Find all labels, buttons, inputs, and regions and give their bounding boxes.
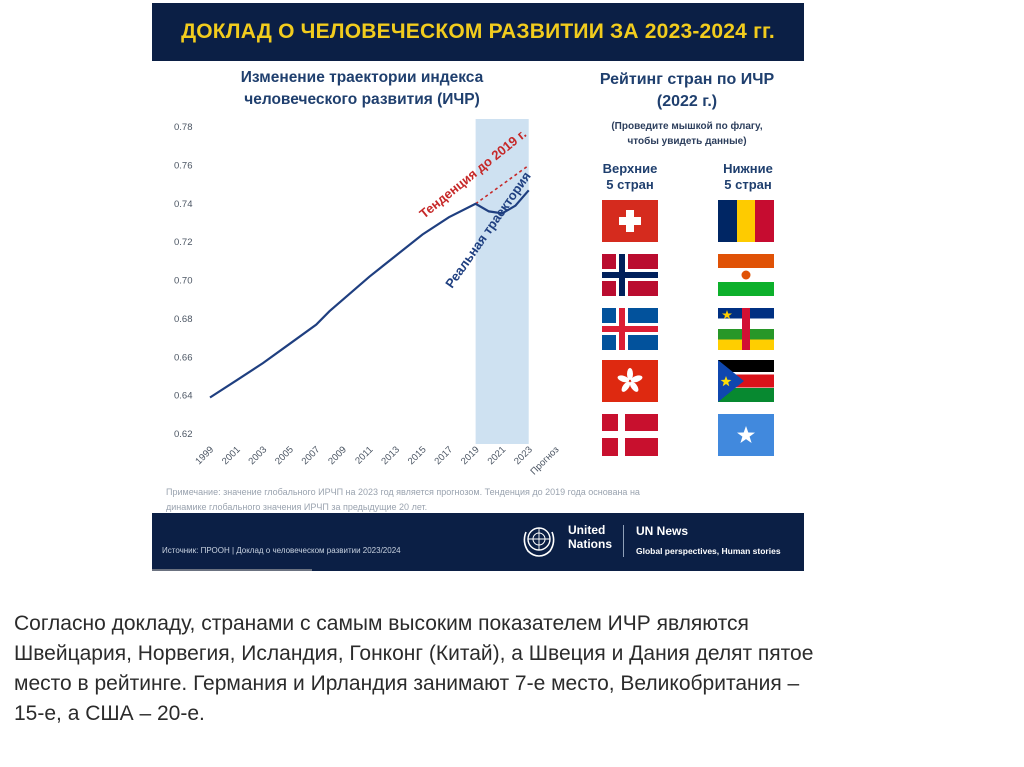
x-tick-label: 2007 — [300, 444, 323, 467]
un-name-line1: United — [568, 523, 606, 537]
south-sudan-flag[interactable] — [718, 360, 774, 402]
caption-line2: Швейцария, Норвегия, Исландия, Гонконг (… — [14, 642, 814, 665]
x-tick-label: Прогноз — [528, 444, 561, 477]
chart-title-line2: человеческого развития (ИЧР) — [244, 91, 480, 108]
bottom-heading-line1: Нижние — [723, 161, 773, 176]
y-tick-label: 0.72 — [174, 237, 193, 248]
y-tick-label: 0.64 — [174, 391, 193, 402]
banner-title: ДОКЛАД О ЧЕЛОВЕЧЕСКОМ РАЗВИТИИ ЗА 2023-2… — [181, 20, 775, 43]
caption-line3: место в рейтинге. Германия и Ирландия за… — [14, 672, 800, 695]
un-name-line2: Nations — [568, 537, 613, 551]
note-line2: динамике глобального значения ИРЧП за пр… — [166, 502, 428, 512]
footer-accent-line — [152, 569, 312, 571]
chart-title: Изменение траектории индекса человеческо… — [212, 67, 512, 111]
actual-series-line — [209, 189, 530, 399]
caption-text: Согласно докладу, странами с самым высок… — [14, 609, 1014, 729]
title-banner: ДОКЛАД О ЧЕЛОВЕЧЕСКОМ РАЗВИТИИ ЗА 2023-2… — [152, 3, 804, 61]
y-tick-label: 0.66 — [174, 352, 193, 363]
bottom-heading-line2: 5 стран — [724, 177, 772, 192]
niger-flag[interactable] — [718, 254, 774, 296]
x-tick-label: 2017 — [432, 444, 455, 467]
un-name: United Nations — [568, 523, 638, 551]
x-tick-label: 2003 — [247, 444, 270, 467]
forecast-highlight-band — [475, 119, 529, 444]
trend-series-line — [475, 164, 530, 205]
ranking-subtitle-line1: (Проведите мышкой по флагу, — [611, 121, 763, 132]
un-emblem-icon — [523, 527, 555, 557]
x-tick-label: 2021 — [486, 444, 509, 467]
chad-flag[interactable] — [718, 200, 774, 242]
un-news-tagline: Global perspectives, Human stories — [636, 546, 781, 556]
iceland-flag[interactable] — [602, 308, 658, 350]
x-tick-label: 2005 — [273, 444, 296, 467]
top-countries-heading: Верхние 5 стран — [588, 161, 672, 193]
x-tick-label: 2011 — [353, 444, 375, 466]
switzerland-flag[interactable] — [602, 200, 658, 242]
chart-note: Примечание: значение глобального ИРЧП на… — [166, 485, 766, 515]
x-tick-label: 2009 — [326, 444, 349, 467]
un-news-label: UN News — [636, 524, 689, 538]
denmark-flag[interactable] — [602, 414, 658, 456]
bottom-countries-heading: Нижние 5 стран — [706, 161, 790, 193]
ranking-title: Рейтинг стран по ИЧР (2022 г.) — [582, 69, 792, 113]
chart-title-line1: Изменение траектории индекса — [240, 69, 484, 86]
x-tick-label: 2013 — [379, 444, 402, 467]
source-text: Источник: ПРООН | Доклад о человеческом … — [162, 546, 401, 555]
top-heading-line1: Верхние — [602, 161, 658, 176]
somalia-flag[interactable] — [718, 414, 774, 456]
y-tick-label: 0.62 — [174, 429, 193, 440]
y-tick-label: 0.76 — [174, 160, 193, 171]
hong-kong-flag[interactable] — [602, 360, 658, 402]
x-axis-ticks: 1999 2001 2003 2005 2007 2009 2011 2013 2015 2017… — [193, 444, 561, 477]
norway-flag[interactable] — [602, 254, 658, 296]
x-tick-label: 2019 — [459, 444, 482, 467]
note-line1: Примечание: значение глобального ИРЧП на… — [166, 487, 640, 497]
ranking-title-line2: (2022 г.) — [656, 93, 718, 110]
y-tick-label: 0.68 — [174, 314, 193, 325]
y-tick-label: 0.74 — [174, 199, 193, 210]
ranking-title-line1: Рейтинг стран по ИЧР — [599, 71, 775, 88]
footer-bar: Источник: ПРООН | Доклад о человеческом … — [152, 513, 804, 571]
x-tick-label: 1999 — [193, 444, 216, 467]
ranking-subtitle: (Проведите мышкой по флагу, чтобы увидет… — [582, 119, 792, 149]
y-axis-ticks: 0.78 0.76 0.74 0.72 0.70 0.68 0.66 0.64 0.62 — [174, 122, 193, 440]
y-tick-label: 0.78 — [174, 122, 193, 133]
ranking-subtitle-line2: чтобы увидеть данные) — [627, 136, 747, 147]
x-tick-label: 2023 — [512, 444, 535, 467]
caption-line4: 15-е, а США – 20-е. — [14, 702, 205, 725]
x-tick-label: 2001 — [220, 444, 243, 467]
footer-divider — [623, 525, 624, 557]
y-tick-label: 0.70 — [174, 276, 193, 287]
top-heading-line2: 5 стран — [606, 177, 654, 192]
caption-line1: Согласно докладу, странами с самым высок… — [14, 612, 749, 635]
hdi-line-chart: 0.78 0.76 0.74 0.72 0.70 0.68 0.66 0.64 0.62 199… — [174, 119, 561, 477]
x-tick-label: 2015 — [406, 444, 429, 467]
central-african-republic-flag[interactable] — [718, 308, 774, 350]
infographic-slide: ДОКЛАД О ЧЕЛОВЕЧЕСКОМ РАЗВИТИИ ЗА 2023-2… — [152, 3, 804, 571]
